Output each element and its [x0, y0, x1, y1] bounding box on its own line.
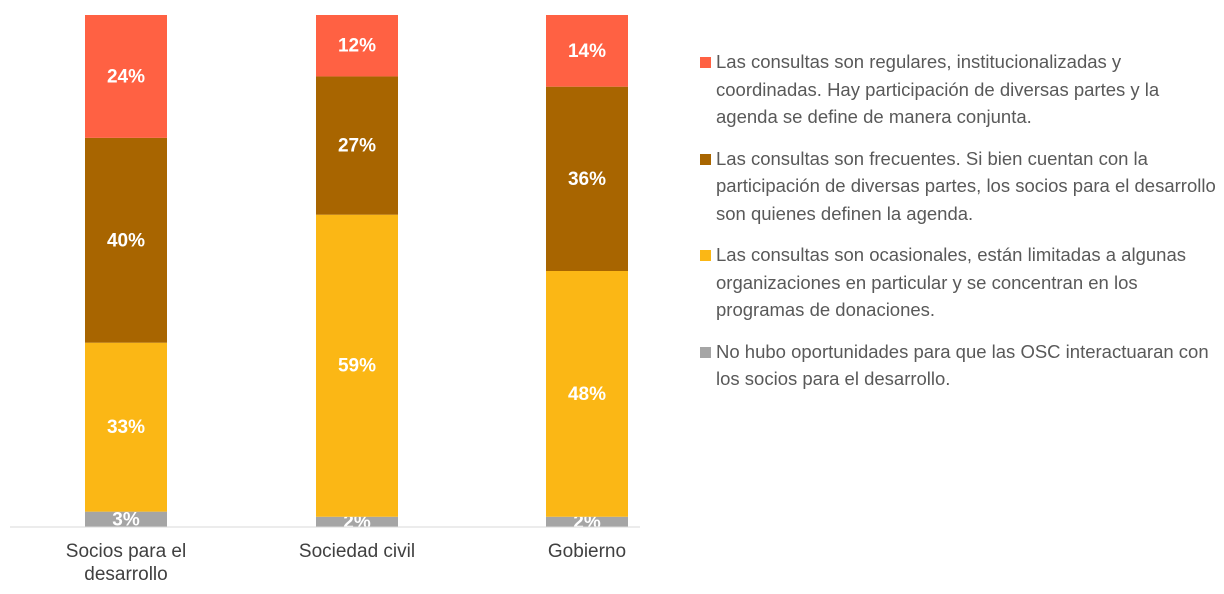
data-label: 36% [568, 169, 606, 190]
data-label: 2% [343, 512, 371, 533]
bar-segment [546, 15, 628, 87]
data-label: 27% [338, 136, 376, 157]
x-tick-label: Socios para el desarrollo [65, 541, 187, 585]
bar-segment [316, 15, 398, 77]
legend-swatch [700, 346, 711, 358]
data-label: 40% [107, 230, 145, 251]
data-label: 3% [112, 509, 140, 530]
legend-item: Las consultas son frecuentes. Si bien cu… [700, 145, 1222, 228]
data-label: 59% [338, 356, 376, 377]
legend-label: Las consultas son ocasionales, están lim… [716, 244, 1186, 320]
legend-item: No hubo oportunidades para que las OSC i… [700, 338, 1222, 393]
data-label: 14% [568, 41, 606, 62]
legend-label: Las consultas son regulares, institucion… [716, 51, 1160, 127]
data-label: 24% [107, 66, 145, 87]
legend-label: No hubo oportunidades para que las OSC i… [716, 340, 1209, 390]
x-tick-label: Gobierno [547, 541, 627, 562]
bar-segment [85, 137, 167, 343]
x-tick-label: Sociedad civil [298, 541, 416, 562]
legend: Las consultas son regulares, institucion… [700, 48, 1222, 407]
legend-label: Las consultas son frecuentes. Si bien cu… [716, 147, 1216, 224]
bar-segment [85, 511, 167, 527]
legend-swatch [700, 57, 711, 68]
bar-segment [546, 86, 628, 272]
chart: 3% 33% 40% 24% 2% 59% 27% 12% 2% 48% 36% 14% [10, 15, 640, 533]
bar-segment [546, 516, 628, 527]
bar-segment [85, 15, 167, 138]
legend-item: Las consultas son ocasionales, están lim… [700, 241, 1222, 324]
bar-segment [316, 516, 398, 527]
data-label: 2% [573, 512, 601, 533]
legend-item: Las consultas son regulares, institucion… [700, 48, 1222, 131]
bar-segment [316, 76, 398, 215]
data-label: 33% [107, 417, 145, 438]
bar-segment [316, 214, 398, 517]
data-label: 12% [338, 36, 376, 57]
legend-swatch [700, 153, 711, 165]
bar-segment [85, 342, 167, 512]
data-label: 48% [568, 384, 606, 405]
bar-segment [546, 271, 628, 517]
legend-swatch [700, 250, 711, 261]
